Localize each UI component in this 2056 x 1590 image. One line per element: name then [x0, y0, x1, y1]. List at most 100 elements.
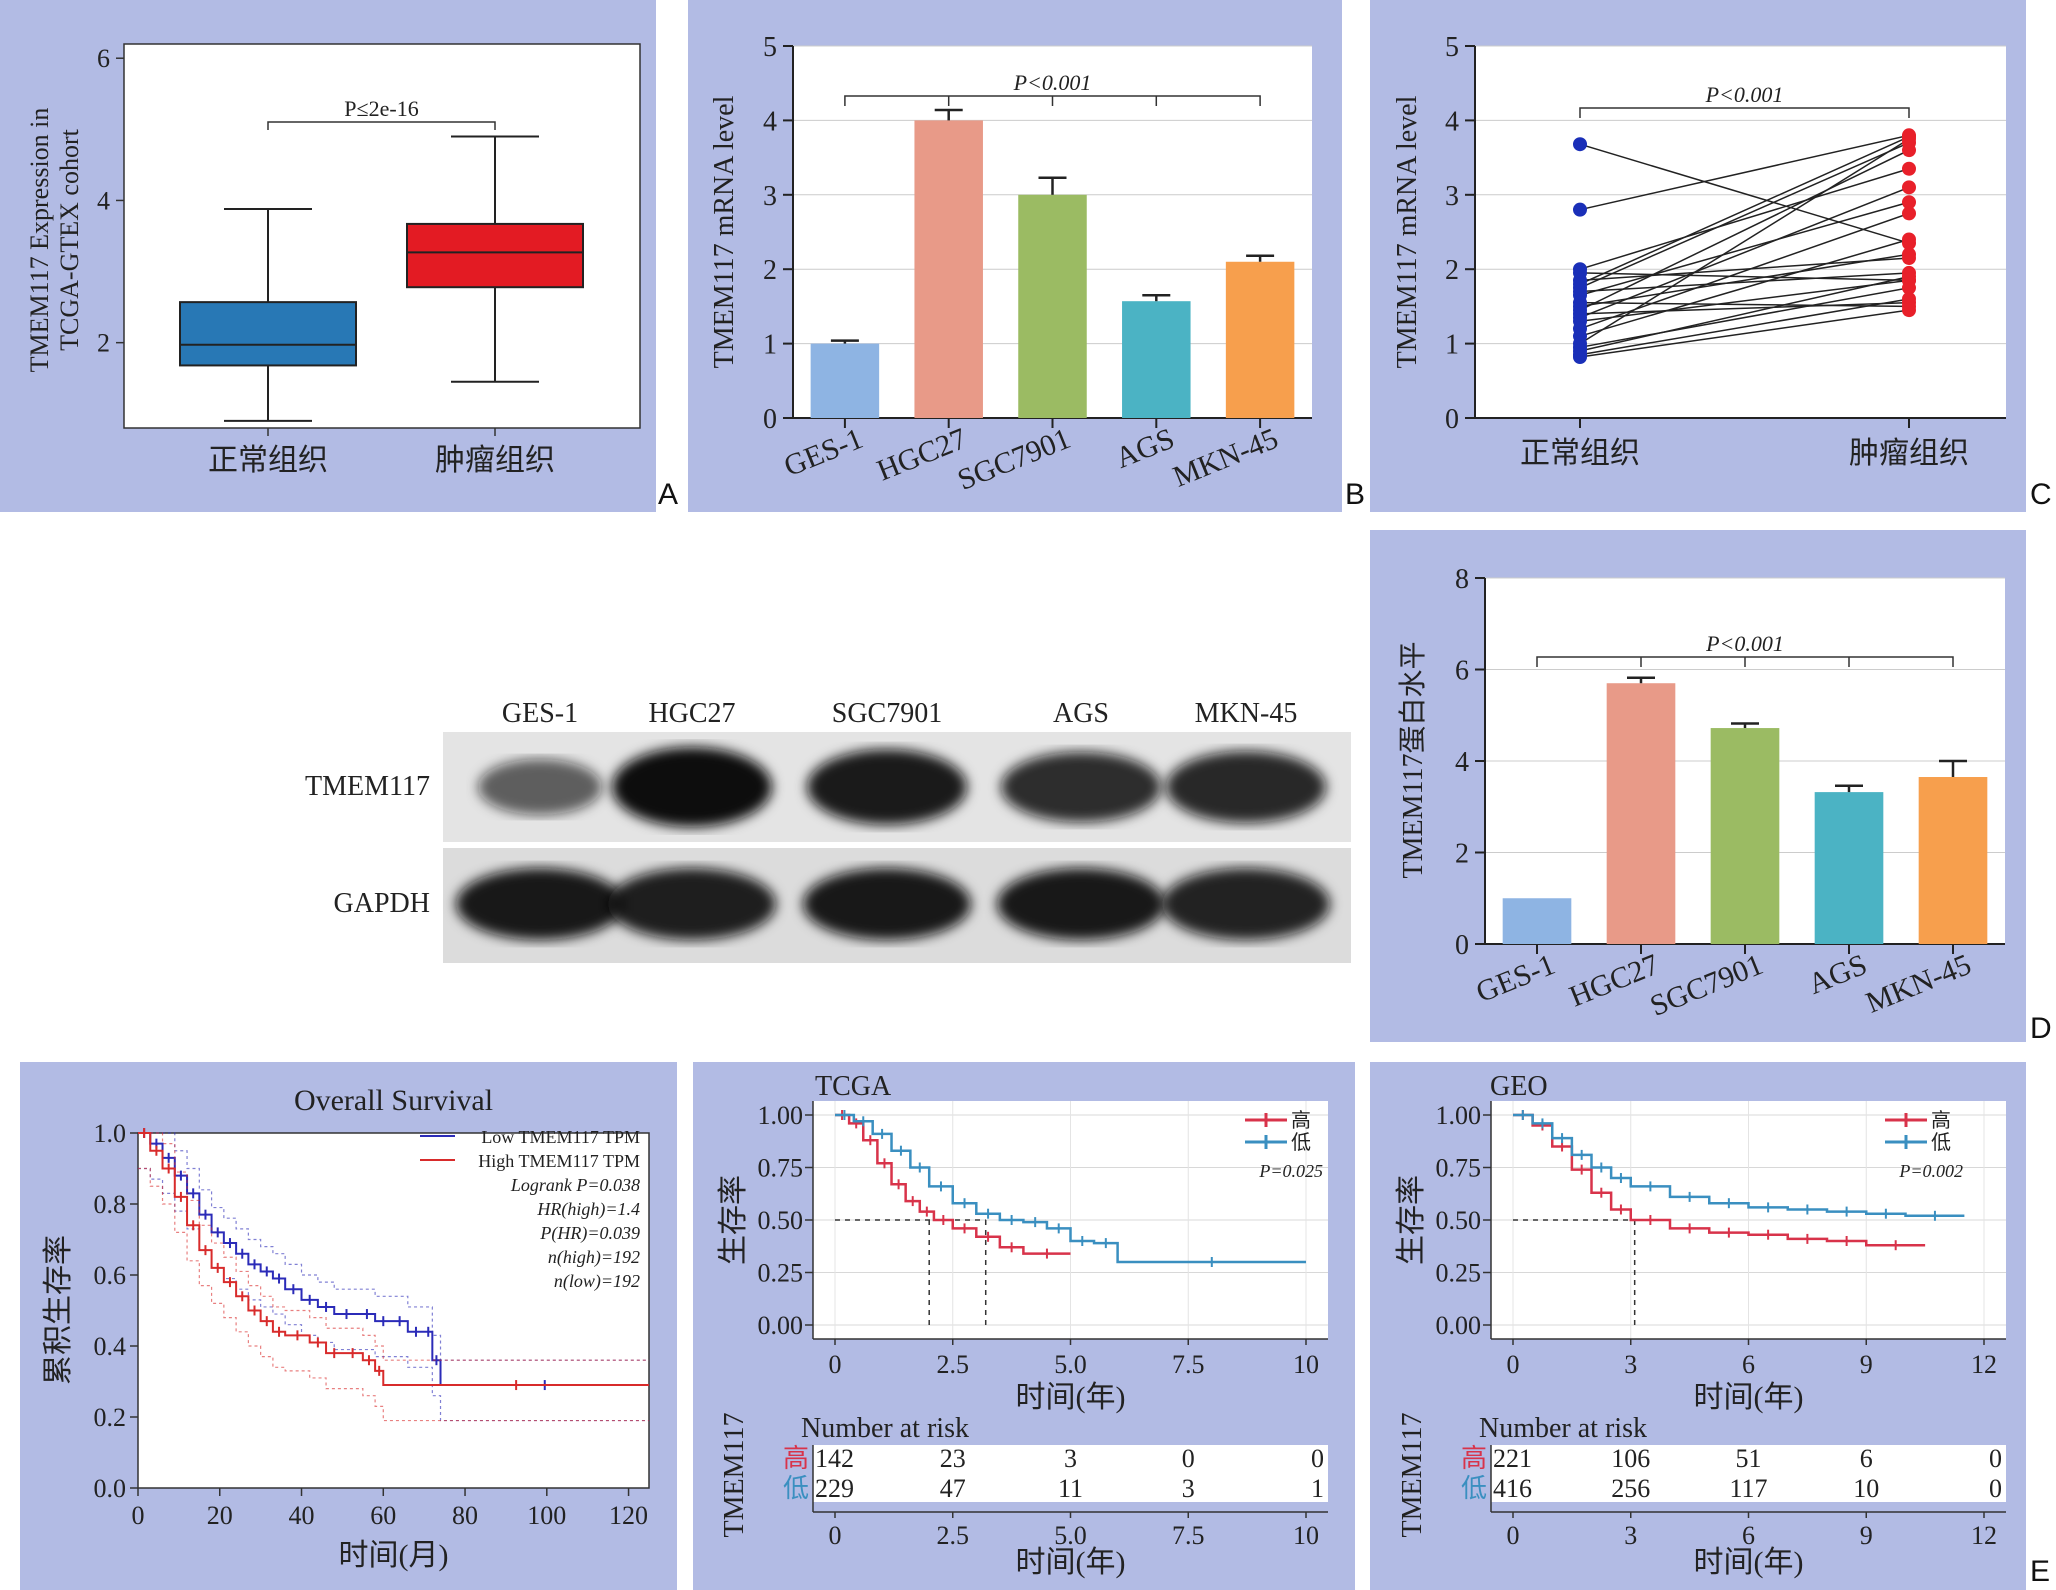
band-tmem117 — [1166, 750, 1326, 824]
chart-title: Overall Survival — [294, 1084, 493, 1117]
x-tick-label: 10 — [1293, 1350, 1319, 1379]
tumor-point — [1902, 232, 1916, 247]
tumor-point — [1902, 206, 1916, 221]
significance-bracket — [1536, 656, 1954, 667]
legend-stat: n(high)=192 — [548, 1247, 640, 1268]
risk-count: 3 — [1182, 1474, 1195, 1503]
band-gapdh — [456, 868, 624, 940]
tumor-point — [1902, 132, 1916, 146]
y-tick-label: 6 — [1455, 656, 1469, 687]
risk-x-tick-label: 6 — [1742, 1521, 1755, 1550]
row-label: TMEM117 — [305, 771, 430, 802]
legend-entry: 高 — [1931, 1109, 1951, 1132]
bar-ags — [1122, 301, 1191, 418]
x-tick-label: 7.5 — [1172, 1350, 1205, 1379]
pair-line — [1579, 212, 1910, 330]
pair-line — [1579, 143, 1910, 244]
y-axis-label-line: TMEM117 Expression in — [25, 108, 54, 373]
x-tick-label: 6 — [1742, 1350, 1755, 1379]
chart-title: TCGA — [815, 1071, 892, 1102]
panel-letter-b: B — [1345, 478, 1366, 511]
bar-hgc27 — [1606, 683, 1676, 944]
x-axis-label: 时间(年) — [1016, 1381, 1126, 1414]
y-tick-label: 4 — [1455, 747, 1469, 778]
bar-ags — [1814, 792, 1884, 944]
pair-line — [1579, 136, 1910, 285]
y-tick-label: 0.50 — [1436, 1206, 1482, 1235]
x-tick-label: 12 — [1971, 1350, 1997, 1379]
y-tick-label: 1 — [1445, 330, 1459, 361]
pair-line — [1579, 275, 1910, 352]
risk-table-area — [1491, 1445, 2006, 1502]
bar-sgc7901 — [1018, 194, 1087, 418]
x-tick-label: 2.5 — [937, 1350, 970, 1379]
panel-letter-c: C — [2030, 478, 2052, 511]
risk-count: 221 — [1493, 1444, 1532, 1473]
panel-letter-e: E — [2030, 1555, 2051, 1588]
pair-line — [1579, 309, 1910, 358]
y-tick-label: 2 — [1455, 839, 1469, 870]
y-tick-label: 0 — [1445, 404, 1459, 435]
pair-line — [1579, 238, 1910, 337]
x-tick-label: 3 — [1624, 1350, 1637, 1379]
x-tick-label: 80 — [452, 1501, 478, 1530]
risk-count: 0 — [1989, 1444, 2002, 1473]
confidence-band — [138, 1167, 649, 1422]
pair-line — [1579, 301, 1910, 308]
p-value-label: P=0.025 — [1258, 1161, 1323, 1181]
y-tick-label: 5 — [763, 32, 777, 63]
y-tick-label: 3 — [1445, 181, 1459, 212]
y-tick-label: 8 — [1455, 564, 1469, 595]
y-tick-label: 0.25 — [758, 1259, 804, 1288]
y-tick-label: 0.0 — [94, 1474, 127, 1503]
bar-mkn-45 — [1225, 261, 1295, 418]
risk-count: 416 — [1493, 1474, 1532, 1503]
y-tick-label: 1.00 — [1436, 1101, 1482, 1130]
risk-count: 10 — [1853, 1474, 1879, 1503]
band-gapdh — [1162, 868, 1330, 940]
panel-letter-d: D — [2030, 1012, 2052, 1045]
significance-label: P<0.001 — [1705, 631, 1784, 656]
pair-line — [1579, 272, 1910, 293]
risk-x-tick-label: 5.0 — [1054, 1521, 1087, 1550]
y-tick-label: 0 — [1455, 930, 1469, 961]
pair-line — [1579, 134, 1910, 211]
tumor-point — [1902, 280, 1916, 295]
y-tick-label: 5 — [1445, 32, 1459, 63]
tumor-point — [1902, 161, 1916, 176]
y-axis-label: 生存率 — [1395, 1175, 1428, 1265]
legend-entry: 低 — [1931, 1131, 1951, 1154]
legend-entry: Low TMEM117 TPM — [481, 1127, 640, 1147]
risk-x-tick-label: 3 — [1624, 1521, 1637, 1550]
pair-line — [1579, 279, 1910, 323]
tumor-point — [1902, 247, 1916, 262]
pair-line — [1579, 168, 1910, 270]
significance-label: P<0.001 — [1013, 70, 1092, 95]
risk-count: 47 — [940, 1474, 966, 1503]
x-tick-label: 0 — [1507, 1350, 1520, 1379]
y-tick-label: 0.8 — [94, 1190, 127, 1219]
y-axis-label: TMEM117 Expression inTCGA-GTEX cohort — [25, 108, 84, 373]
y-tick-label: 0.2 — [94, 1403, 127, 1432]
series-line-1 — [835, 1113, 1071, 1255]
bar-ges-1 — [1502, 898, 1572, 944]
pair-line — [1579, 149, 1910, 311]
x-tick-label: 肿瘤组织 — [435, 444, 555, 477]
legend-stat: HR(high)=1.4 — [536, 1199, 640, 1220]
bar-ges-1 — [810, 343, 880, 418]
risk-count: 6 — [1860, 1444, 1873, 1473]
risk-table-title: Number at risk — [1479, 1413, 1647, 1444]
chart-title: GEO — [1490, 1071, 1548, 1102]
risk-x-tick-label: 9 — [1860, 1521, 1873, 1550]
risk-count: 0 — [1311, 1444, 1324, 1473]
x-tick-label: 正常组织 — [208, 444, 328, 477]
confidence-band — [138, 1132, 649, 1361]
tumor-point — [1902, 269, 1916, 284]
panel-letter-a: A — [658, 478, 679, 511]
box-2 — [406, 222, 584, 289]
y-tick-label: 4 — [1445, 106, 1459, 137]
x-axis-label: 时间(月) — [339, 1539, 449, 1572]
